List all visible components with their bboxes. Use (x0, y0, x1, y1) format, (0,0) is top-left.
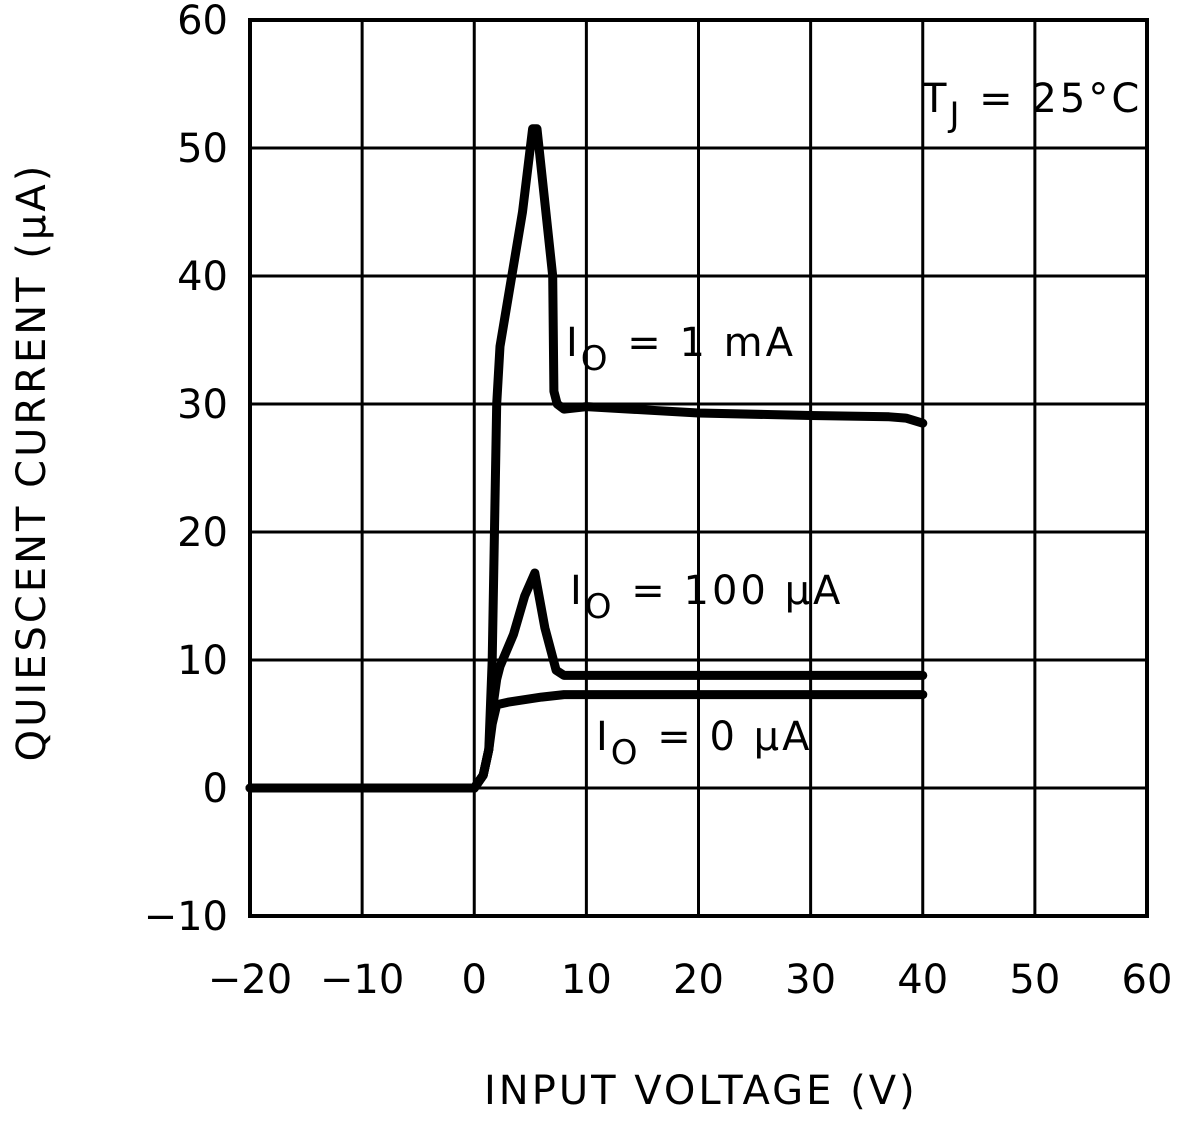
x-tick-label: 20 (673, 957, 724, 1003)
x-tick-label: 60 (1122, 957, 1173, 1003)
x-tick-label: 40 (897, 957, 948, 1003)
x-tick-label: 10 (561, 957, 612, 1003)
series-label-0ua: IO = 0 µA (596, 714, 813, 773)
annot-text: I (596, 714, 611, 760)
y-tick-label: 40 (177, 254, 228, 300)
x-tick-label: −20 (208, 957, 292, 1003)
annot-subscript: O (610, 733, 638, 773)
annot-subscript: O (584, 587, 612, 627)
annot-text: T (922, 76, 950, 122)
x-axis-title: INPUT VOLTAGE (V) (484, 1068, 918, 1114)
annot-text: = 1 mA (627, 320, 797, 366)
x-axis-ticks: −20 −10 0 10 20 30 40 50 60 (208, 957, 1173, 1003)
series-line-2 (245, 690, 928, 793)
x-tick-label: 50 (1009, 957, 1060, 1003)
x-tick-label: 0 (462, 957, 487, 1003)
temperature-annotation: TJ = 25°C (922, 76, 1142, 135)
annot-subscript: J (949, 95, 960, 135)
y-tick-label: 10 (177, 638, 228, 684)
series-label-100ua: IO = 100 µA (570, 568, 843, 627)
annot-subscript: O (580, 339, 608, 379)
y-tick-label: 30 (177, 382, 228, 428)
y-axis-title: QUIESCENT CURRENT (µA) (9, 162, 55, 762)
chart-series (245, 124, 928, 793)
plot-border (248, 18, 1149, 918)
y-tick-label: −10 (144, 894, 228, 940)
y-tick-label: 20 (177, 510, 228, 556)
y-axis-ticks: −10 0 10 20 30 40 50 60 (144, 0, 228, 940)
annot-text: I (570, 568, 585, 614)
x-tick-label: 30 (785, 957, 836, 1003)
annot-text: = 0 µA (657, 714, 813, 760)
y-tick-label: 0 (203, 766, 228, 812)
x-tick-label: −10 (320, 957, 404, 1003)
annot-text: = 25°C (963, 76, 1143, 122)
series-label-1ma: IO = 1 mA (566, 320, 796, 379)
y-tick-label: 60 (177, 0, 228, 44)
chart-grid (248, 18, 1149, 918)
annot-text: = 100 µA (631, 568, 844, 614)
y-tick-label: 50 (177, 126, 228, 172)
plot-frame (248, 18, 1149, 918)
annot-text: I (566, 320, 581, 366)
